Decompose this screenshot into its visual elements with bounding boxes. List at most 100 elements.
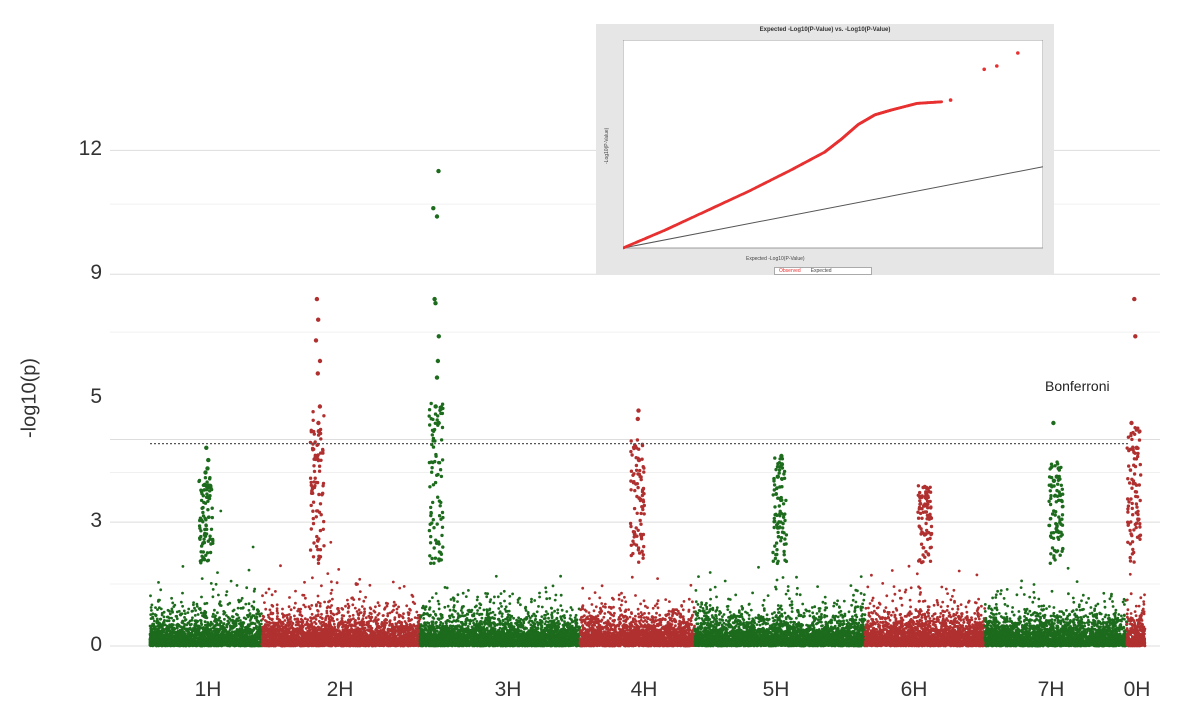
snp-point — [170, 597, 173, 600]
snp-point — [204, 637, 207, 640]
snp-point — [213, 630, 216, 633]
snp-point — [185, 618, 188, 621]
snp-point — [196, 636, 199, 639]
snp-point — [182, 565, 185, 568]
snp-point — [357, 618, 360, 621]
snp-point — [222, 643, 225, 646]
snp-point — [204, 620, 207, 623]
snp-point — [236, 641, 239, 644]
snp-point — [206, 551, 209, 554]
snp-point — [168, 634, 171, 637]
snp-point — [208, 477, 211, 480]
snp-peak-point — [204, 446, 208, 450]
snp-point — [402, 617, 405, 620]
snp-point — [251, 644, 254, 647]
snp-point — [303, 581, 306, 584]
snp-point — [318, 620, 321, 623]
snp-point — [393, 601, 396, 604]
snp-point — [337, 568, 340, 571]
snp-peak-point — [203, 483, 207, 487]
snp-point — [265, 591, 268, 594]
snp-point — [210, 582, 213, 585]
snp-point — [240, 628, 243, 631]
snp-point — [199, 489, 202, 492]
snp-point — [392, 609, 395, 612]
snp-point — [217, 617, 220, 620]
snp-point — [288, 605, 291, 608]
snp-point — [225, 631, 228, 634]
chromosome-1H-points — [149, 446, 264, 648]
snp-point — [311, 613, 314, 616]
snp-point — [168, 619, 171, 622]
snp-point — [219, 600, 222, 603]
snp-point — [350, 618, 353, 621]
snp-point — [255, 625, 258, 628]
snp-point — [165, 638, 168, 641]
snp-point — [205, 524, 208, 527]
snp-point — [296, 618, 299, 621]
snp-point — [210, 643, 213, 646]
snp-point — [206, 621, 209, 624]
snp-point — [320, 584, 323, 587]
snp-point — [341, 617, 344, 620]
snp-point — [162, 631, 165, 634]
snp-point — [398, 587, 401, 590]
snp-point — [200, 623, 203, 626]
snp-point — [153, 633, 156, 636]
snp-point — [232, 610, 235, 613]
snp-point — [295, 624, 298, 627]
snp-point — [197, 626, 200, 629]
snp-point — [178, 645, 181, 648]
snp-point — [204, 518, 207, 521]
snp-point — [288, 613, 291, 616]
snp-point — [181, 632, 184, 635]
snp-point — [252, 629, 255, 632]
snp-point — [254, 643, 257, 646]
snp-point — [202, 538, 205, 541]
snp-point — [159, 644, 162, 647]
snp-point — [329, 610, 332, 613]
snp-point — [162, 634, 165, 637]
snp-point — [210, 528, 213, 531]
snp-point — [208, 538, 211, 541]
snp-point — [191, 616, 194, 619]
snp-point — [388, 620, 391, 623]
snp-point — [157, 625, 160, 628]
snp-point — [200, 492, 203, 495]
snp-point — [151, 616, 154, 619]
snp-point — [231, 615, 234, 618]
snp-peak-point — [206, 458, 210, 462]
snp-point — [158, 606, 161, 609]
snp-point — [188, 636, 191, 639]
snp-point — [358, 598, 361, 601]
snp-point — [152, 642, 155, 645]
snp-point — [209, 542, 212, 545]
snp-point — [216, 636, 219, 639]
snp-point — [253, 600, 256, 603]
snp-point — [207, 516, 210, 519]
snp-point — [217, 594, 220, 597]
snp-point — [236, 614, 239, 617]
snp-point — [200, 611, 203, 614]
snp-point — [238, 634, 241, 637]
snp-point — [224, 611, 227, 614]
snp-point — [241, 625, 244, 628]
snp-point — [403, 585, 406, 588]
snp-point — [284, 619, 287, 622]
snp-point — [271, 621, 274, 624]
snp-point — [281, 612, 284, 615]
snp-point — [225, 639, 228, 642]
snp-point — [315, 618, 318, 621]
snp-point — [293, 615, 296, 618]
snp-point — [225, 614, 228, 617]
snp-point — [203, 610, 206, 613]
snp-point — [150, 629, 153, 632]
snp-point — [386, 605, 389, 608]
snp-point — [208, 535, 211, 538]
snp-point — [186, 630, 189, 633]
snp-point — [241, 607, 244, 610]
snp-point — [242, 634, 245, 637]
snp-point — [276, 610, 279, 613]
snp-point — [226, 590, 229, 593]
snp-point — [188, 644, 191, 647]
